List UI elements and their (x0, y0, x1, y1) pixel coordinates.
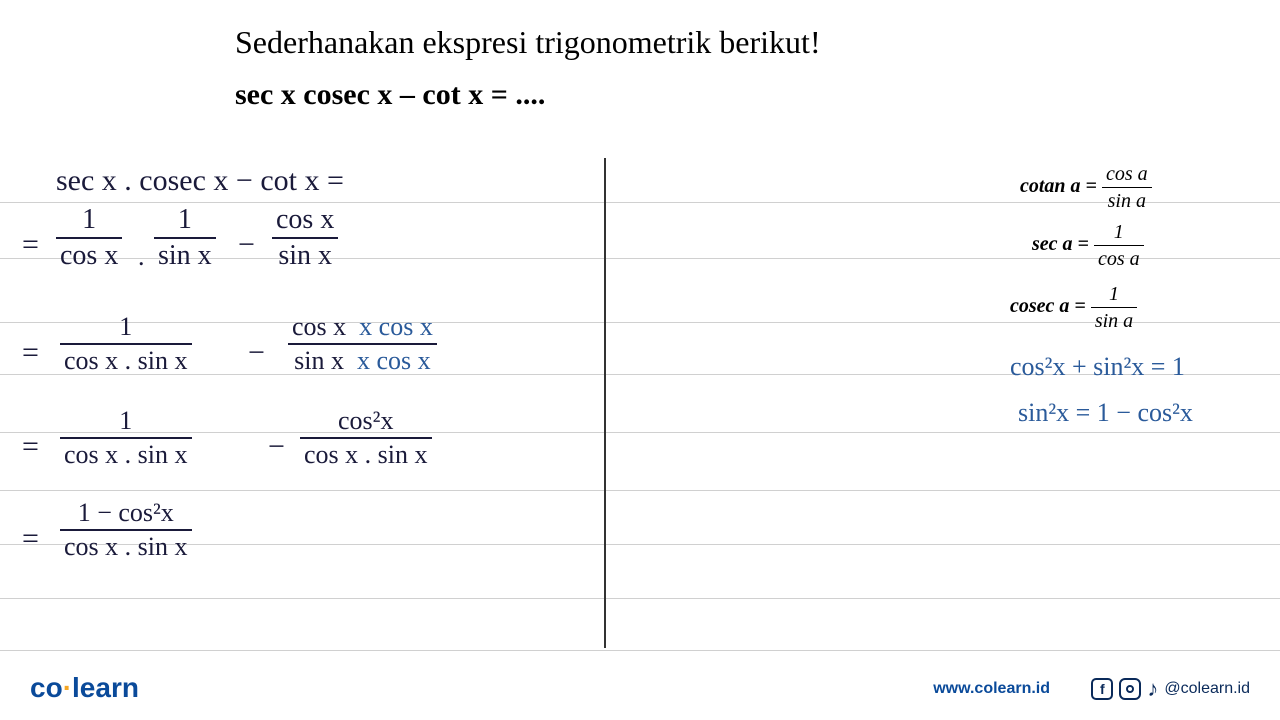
work-frac-4b: cos²xcos x . sin x (300, 408, 432, 468)
work-frac-2c: cos xsin x (272, 206, 338, 270)
formula-cotan: cotan a = cos asin a (1020, 164, 1152, 211)
facebook-icon: f (1091, 678, 1113, 700)
work-eq-5: = (22, 522, 39, 556)
work-frac-4a: 1cos x . sin x (60, 408, 192, 468)
work-eq-2: = (22, 228, 39, 262)
brand-logo: co·learn (30, 672, 139, 704)
footer: co·learn www.colearn.id f ♪ @colearn.id (0, 664, 1280, 704)
work-minus-2: − (238, 228, 255, 262)
work-minus-3: − (248, 336, 265, 370)
work-frac-2a: 1cos x (56, 206, 122, 270)
social-handle: @colearn.id (1164, 680, 1250, 698)
identity-2: sin²x = 1 − cos²x (1018, 398, 1193, 428)
work-frac-2b: 1sin x (154, 206, 216, 270)
work-line-1: sec x . cosec x − cot x = (56, 164, 344, 198)
vertical-divider (604, 158, 606, 648)
identity-1: cos²x + sin²x = 1 (1010, 352, 1185, 382)
work-frac-3b: cos x x cos x sin x x cos x (288, 314, 437, 374)
formula-cosec: cosec a = 1sin a (1010, 284, 1137, 331)
social-row: f ♪ @colearn.id (1091, 676, 1250, 702)
work-eq-3: = (22, 336, 39, 370)
work-minus-4: − (268, 430, 285, 464)
work-dot-2: . (138, 242, 145, 272)
work-frac-5: 1 − cos²xcos x . sin x (60, 500, 192, 560)
instagram-icon (1119, 678, 1141, 700)
tiktok-icon: ♪ (1147, 676, 1158, 702)
problem-equation: sec x cosec x – cot x = .... (235, 78, 545, 112)
problem-title: Sederhanakan ekspresi trigonometrik beri… (235, 24, 821, 61)
footer-url: www.colearn.id (933, 680, 1050, 698)
work-eq-4: = (22, 430, 39, 464)
formula-sec: sec a = 1cos a (1032, 222, 1144, 269)
work-frac-3a: 1cos x . sin x (60, 314, 192, 374)
